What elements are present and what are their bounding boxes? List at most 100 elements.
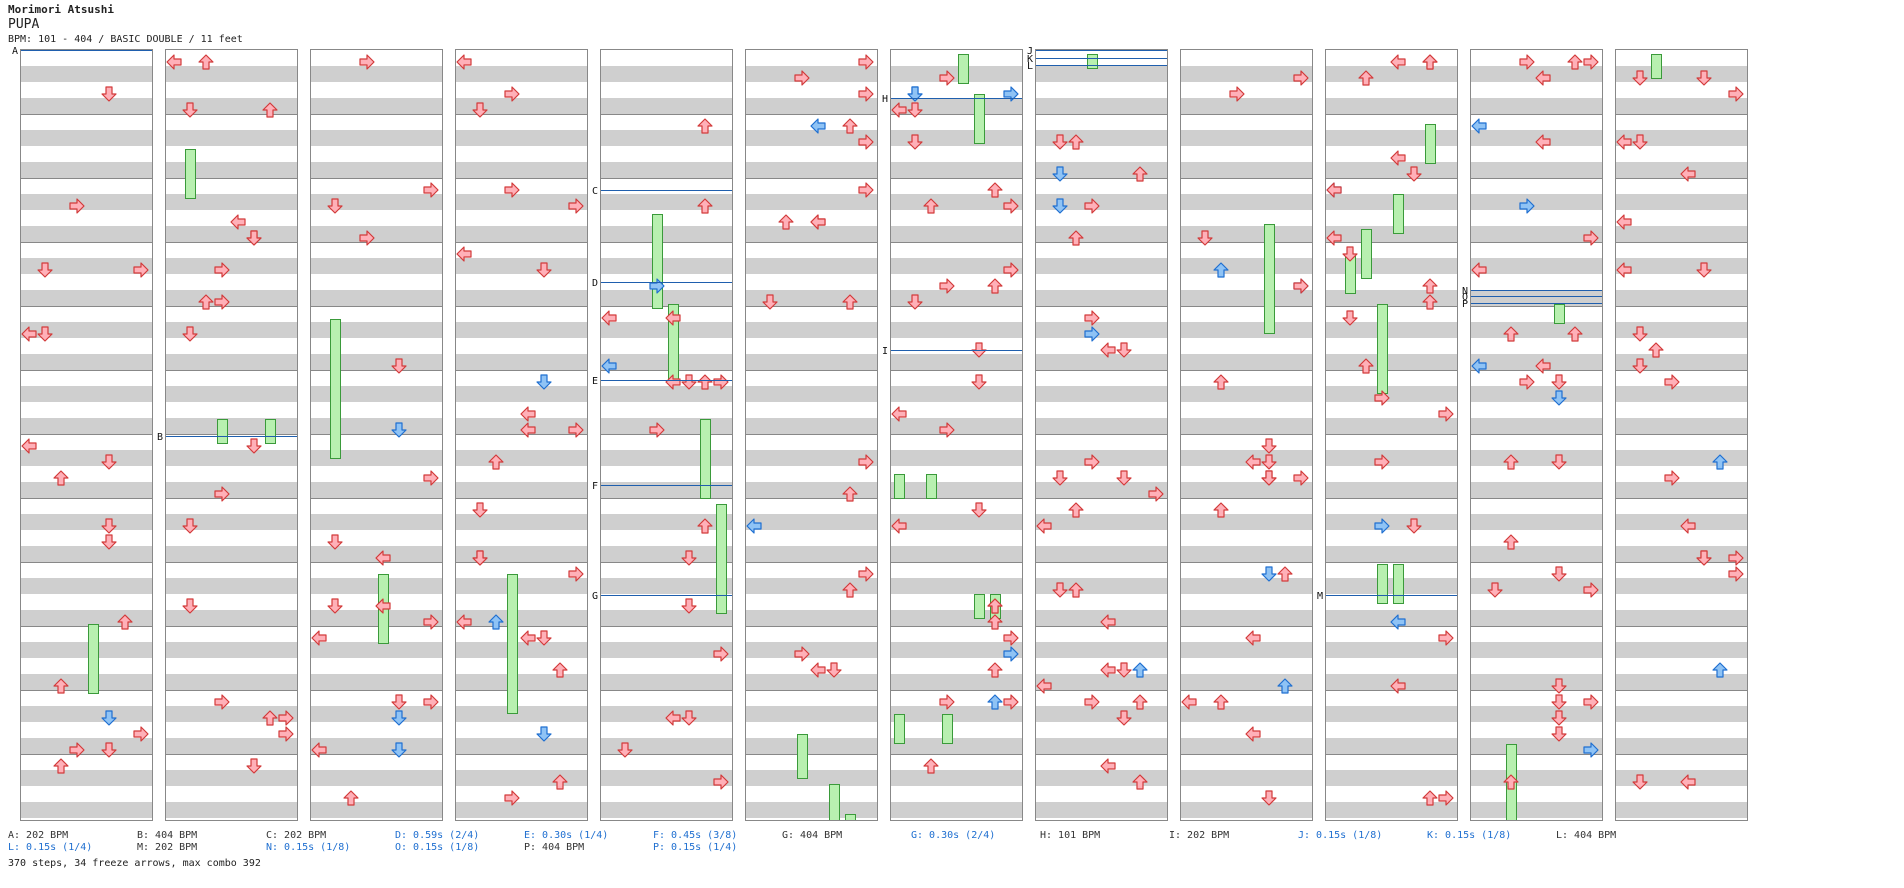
- measure-line: [1616, 434, 1747, 435]
- arrow-icon: [1648, 342, 1664, 358]
- freeze-arrow-icon: [829, 784, 840, 820]
- arrow-icon: [1438, 630, 1454, 646]
- measure-line: [311, 434, 442, 435]
- arrow-icon: [69, 742, 85, 758]
- freeze-arrow-icon: [1393, 564, 1404, 604]
- measure-line: [311, 114, 442, 115]
- arrow-icon: [923, 198, 939, 214]
- measure-line: [1471, 242, 1602, 243]
- arrow-icon: [971, 502, 987, 518]
- arrow-icon: [359, 54, 375, 70]
- arrow-icon: [601, 358, 617, 374]
- arrow-icon: [842, 118, 858, 134]
- arrow-icon: [1519, 198, 1535, 214]
- measure-line: [1326, 114, 1457, 115]
- arrow-icon: [858, 54, 874, 70]
- arrow-icon: [391, 710, 407, 726]
- arrow-icon: [1551, 374, 1567, 390]
- arrow-icon: [1422, 54, 1438, 70]
- arrow-icon: [1583, 582, 1599, 598]
- arrow-icon: [1583, 742, 1599, 758]
- stop-legend-item: O: 0.15s (1/8): [395, 842, 480, 853]
- arrow-icon: [1535, 358, 1551, 374]
- arrow-icon: [1052, 582, 1068, 598]
- arrow-icon: [794, 70, 810, 86]
- arrow-icon: [1132, 774, 1148, 790]
- freeze-arrow-icon: [716, 504, 727, 614]
- arrow-icon: [713, 774, 729, 790]
- bpm-marker-label: B: [157, 432, 164, 443]
- arrow-icon: [1728, 86, 1744, 102]
- measure-line: [21, 242, 152, 243]
- arrow-icon: [665, 710, 681, 726]
- measure-line: [1036, 178, 1167, 179]
- arrow-icon: [391, 422, 407, 438]
- chart-column: [890, 49, 1023, 821]
- freeze-arrow-icon: [1651, 54, 1662, 79]
- bpm-change-line: [891, 98, 1022, 99]
- bpm-change-line: [601, 190, 732, 191]
- measure-line: [1036, 690, 1167, 691]
- bpm-change-line: [1326, 595, 1457, 596]
- measure-line: [1181, 626, 1312, 627]
- arrow-icon: [1052, 198, 1068, 214]
- arrow-icon: [1036, 518, 1052, 534]
- measure-line: [746, 242, 877, 243]
- stop-legend-item: L: 0.15s (1/4): [8, 842, 93, 853]
- arrow-icon: [1471, 118, 1487, 134]
- measure-line: [1616, 242, 1747, 243]
- arrow-icon: [1084, 198, 1100, 214]
- arrow-icon: [1100, 614, 1116, 630]
- arrow-icon: [1261, 438, 1277, 454]
- measure-line: [1181, 178, 1312, 179]
- arrow-icon: [1342, 246, 1358, 262]
- arrow-icon: [1213, 374, 1229, 390]
- measure-line: [1471, 498, 1602, 499]
- measure-line: [1326, 690, 1457, 691]
- arrow-icon: [1535, 134, 1551, 150]
- stop-legend-item: F: 0.45s (3/8): [653, 830, 738, 841]
- arrow-icon: [101, 710, 117, 726]
- measure-line: [1616, 306, 1747, 307]
- arrow-icon: [133, 726, 149, 742]
- measure-line: [601, 370, 732, 371]
- arrow-icon: [423, 694, 439, 710]
- freeze-arrow-icon: [1393, 194, 1404, 234]
- arrow-icon: [826, 662, 842, 678]
- arrow-icon: [858, 182, 874, 198]
- arrow-icon: [923, 758, 939, 774]
- stop-legend-item: G: 0.30s (2/4): [911, 830, 996, 841]
- arrow-icon: [166, 54, 182, 70]
- arrow-icon: [423, 470, 439, 486]
- arrow-icon: [1116, 662, 1132, 678]
- measure-line: [891, 178, 1022, 179]
- arrow-icon: [681, 598, 697, 614]
- arrow-icon: [1551, 454, 1567, 470]
- arrow-icon: [1632, 326, 1648, 342]
- arrow-icon: [1422, 294, 1438, 310]
- freeze-arrow-icon: [894, 714, 905, 744]
- bpm-marker-label: H: [882, 94, 889, 105]
- measure-line: [1181, 498, 1312, 499]
- measure-line: [746, 370, 877, 371]
- freeze-arrow-icon: [1377, 564, 1388, 604]
- measure-line: [1616, 626, 1747, 627]
- bpm-legend-item: L: 404 BPM: [1556, 830, 1617, 841]
- arrow-icon: [391, 694, 407, 710]
- arrow-icon: [810, 662, 826, 678]
- arrow-icon: [891, 406, 907, 422]
- measure-line: [166, 754, 297, 755]
- arrow-icon: [327, 598, 343, 614]
- bpm-legend-item: G: 404 BPM: [782, 830, 843, 841]
- measure-line: [456, 754, 587, 755]
- arrow-icon: [1374, 518, 1390, 534]
- chart-column: [1615, 49, 1748, 821]
- measure-line: [311, 498, 442, 499]
- arrow-icon: [53, 470, 69, 486]
- bpm-marker-label: P: [1462, 299, 1469, 310]
- chart-column: [1180, 49, 1313, 821]
- measure-line: [1036, 754, 1167, 755]
- arrow-icon: [681, 550, 697, 566]
- arrow-icon: [907, 102, 923, 118]
- arrow-icon: [117, 614, 133, 630]
